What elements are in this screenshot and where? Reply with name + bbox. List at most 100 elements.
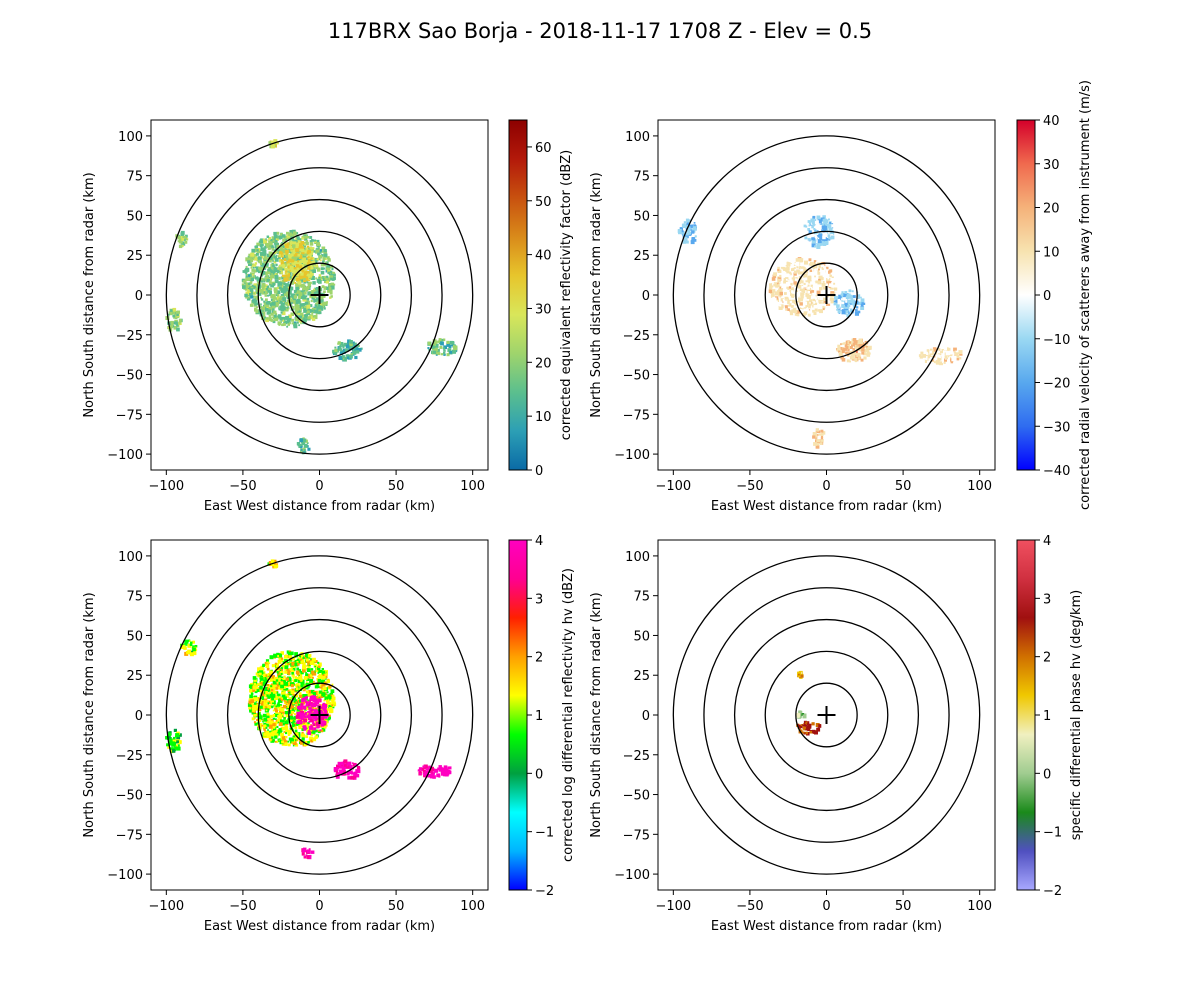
colorbar-tick-label: 40: [1043, 114, 1060, 129]
colorbar-label: corrected radial velocity of scatterers …: [1078, 80, 1093, 510]
y-tick-label: 0: [642, 289, 650, 304]
x-tick-label: 50: [895, 899, 912, 914]
colorbar-gradient: [1016, 539, 1036, 891]
x-axis-label: East West distance from radar (km): [711, 919, 942, 934]
echo-layer: [795, 670, 822, 736]
range-ring-100km: [165, 555, 474, 875]
colorbar-tick-label: −1: [1043, 826, 1062, 841]
colorbar-tick-label: 1: [535, 709, 543, 724]
panel-velocity: −100 −50 0 50 1001007550250−25−50−75−100East…: [589, 80, 1093, 514]
y-tick-label: 75: [126, 590, 143, 605]
range-ring-80km: [196, 587, 443, 843]
y-tick-label: −100: [614, 448, 650, 463]
y-tick-label: 50: [633, 629, 650, 644]
colorbar-label: corrected equivalent reflectivity factor…: [559, 150, 574, 441]
colorbar-gradient: [508, 539, 528, 891]
radar-location-marker: [817, 286, 836, 304]
y-tick-label: 0: [135, 709, 143, 724]
colorbar-tick-label: 10: [1043, 245, 1060, 260]
colorbar-label: specific differential phase hv (deg/km): [1069, 590, 1084, 840]
echo-cell-2: [836, 338, 872, 363]
echo-cell-5: [175, 230, 189, 249]
colorbar: 0 10 20 30 40 50 60 corrected equivalent reflec…: [508, 119, 574, 479]
colorbar-tick-label: −2: [535, 884, 554, 899]
colorbar-tick-label: −30: [1043, 420, 1070, 435]
colorbar-tick-label: 60: [535, 141, 552, 156]
y-tick-label: −100: [107, 868, 143, 883]
panel-reflectivity: −100 −50 0 50 1001007550250−25−50−75−100East…: [82, 119, 574, 514]
y-axis-label: North South distance from radar (km): [589, 172, 604, 417]
x-tick-label: −50: [229, 899, 256, 914]
range-ring-60km: [226, 618, 413, 812]
echo-cell-4: [677, 218, 697, 245]
range-ring-100km: [672, 555, 981, 875]
y-tick-label: 0: [642, 709, 650, 724]
colorbar-tick-label: 0: [1043, 767, 1051, 782]
x-tick-label: −50: [229, 479, 256, 494]
y-tick-label: −50: [623, 369, 650, 384]
range-ring-20km: [795, 682, 858, 748]
range-ring-60km: [733, 618, 920, 812]
y-tick-label: 25: [633, 669, 650, 684]
colorbar-tick-label: 3: [535, 592, 543, 607]
range-ring-60km: [226, 198, 413, 392]
figure-title: 117BRX Sao Borja - 2018-11-17 1708 Z - E…: [328, 19, 872, 43]
echo-cell-1: [278, 240, 316, 287]
echo-cell-0: [768, 257, 839, 318]
echo-cell-7: [267, 559, 279, 569]
echo-cell-6: [812, 428, 826, 449]
colorbar-tick-label: 2: [535, 651, 543, 666]
x-tick-label: 50: [388, 899, 405, 914]
echo-cell-3: [417, 764, 452, 779]
colorbar-tick-label: 20: [535, 356, 552, 371]
echo-cell-5: [180, 639, 198, 657]
panel-zdr: −100 −50 0 50 100 100 75 50 25 0 −25 −50 −75 −100 East…: [82, 534, 576, 934]
y-tick-label: 25: [633, 249, 650, 264]
echo-cell-7: [268, 139, 279, 149]
x-tick-label: 100: [460, 899, 485, 914]
y-tick-label: 50: [126, 629, 143, 644]
colorbar-tick-label: −2: [1043, 884, 1062, 899]
y-tick-label: −75: [623, 828, 650, 843]
range-ring-100km: [672, 135, 981, 455]
y-tick-label: 75: [633, 590, 650, 605]
x-tick-label: 0: [315, 899, 323, 914]
echo-cell-6: [301, 847, 315, 860]
y-axis-label: North South distance from radar (km): [82, 592, 97, 837]
echo-cell-4: [165, 728, 182, 754]
y-tick-label: −75: [623, 408, 650, 423]
colorbar-tick-label: 30: [535, 302, 552, 317]
echo-cell-4: [165, 307, 183, 332]
y-tick-label: −25: [623, 749, 650, 764]
y-tick-label: 100: [625, 550, 650, 565]
x-axis-label: East West distance from radar (km): [204, 919, 435, 934]
x-tick-label: 100: [967, 479, 992, 494]
y-tick-label: 0: [135, 289, 143, 304]
colorbar-tick-label: 10: [535, 410, 552, 425]
echo-cell-2: [333, 759, 361, 780]
colorbar-tick-label: −40: [1043, 464, 1070, 479]
y-tick-label: −25: [116, 329, 143, 344]
echo-cell-5: [803, 215, 835, 249]
radar-location-marker: [310, 286, 329, 304]
x-tick-label: 100: [967, 899, 992, 914]
y-tick-label: −100: [107, 448, 143, 463]
x-tick-label: −100: [655, 899, 691, 914]
colorbar-tick-label: 1: [1043, 709, 1051, 724]
y-tick-label: 75: [633, 170, 650, 185]
range-ring-60km: [733, 198, 920, 392]
range-rings: [672, 135, 981, 455]
y-tick-label: −75: [116, 408, 143, 423]
colorbar-tick-label: 2: [1043, 651, 1051, 666]
y-tick-label: −50: [116, 369, 143, 384]
y-tick-label: 75: [126, 170, 143, 185]
colorbar-label: corrected log differential reflectivity …: [561, 568, 576, 862]
echo-cell-3: [918, 346, 963, 366]
panel-kdp: −100 −50 0 50 100 100 75 50 25 0 −25 −50 −75 −100 East…: [589, 534, 1084, 934]
range-rings: [165, 555, 474, 875]
echo-cell-1: [833, 289, 866, 318]
y-tick-label: −50: [623, 789, 650, 804]
x-tick-label: 0: [822, 899, 830, 914]
range-ring-80km: [196, 167, 443, 423]
x-tick-label: −100: [655, 479, 691, 494]
